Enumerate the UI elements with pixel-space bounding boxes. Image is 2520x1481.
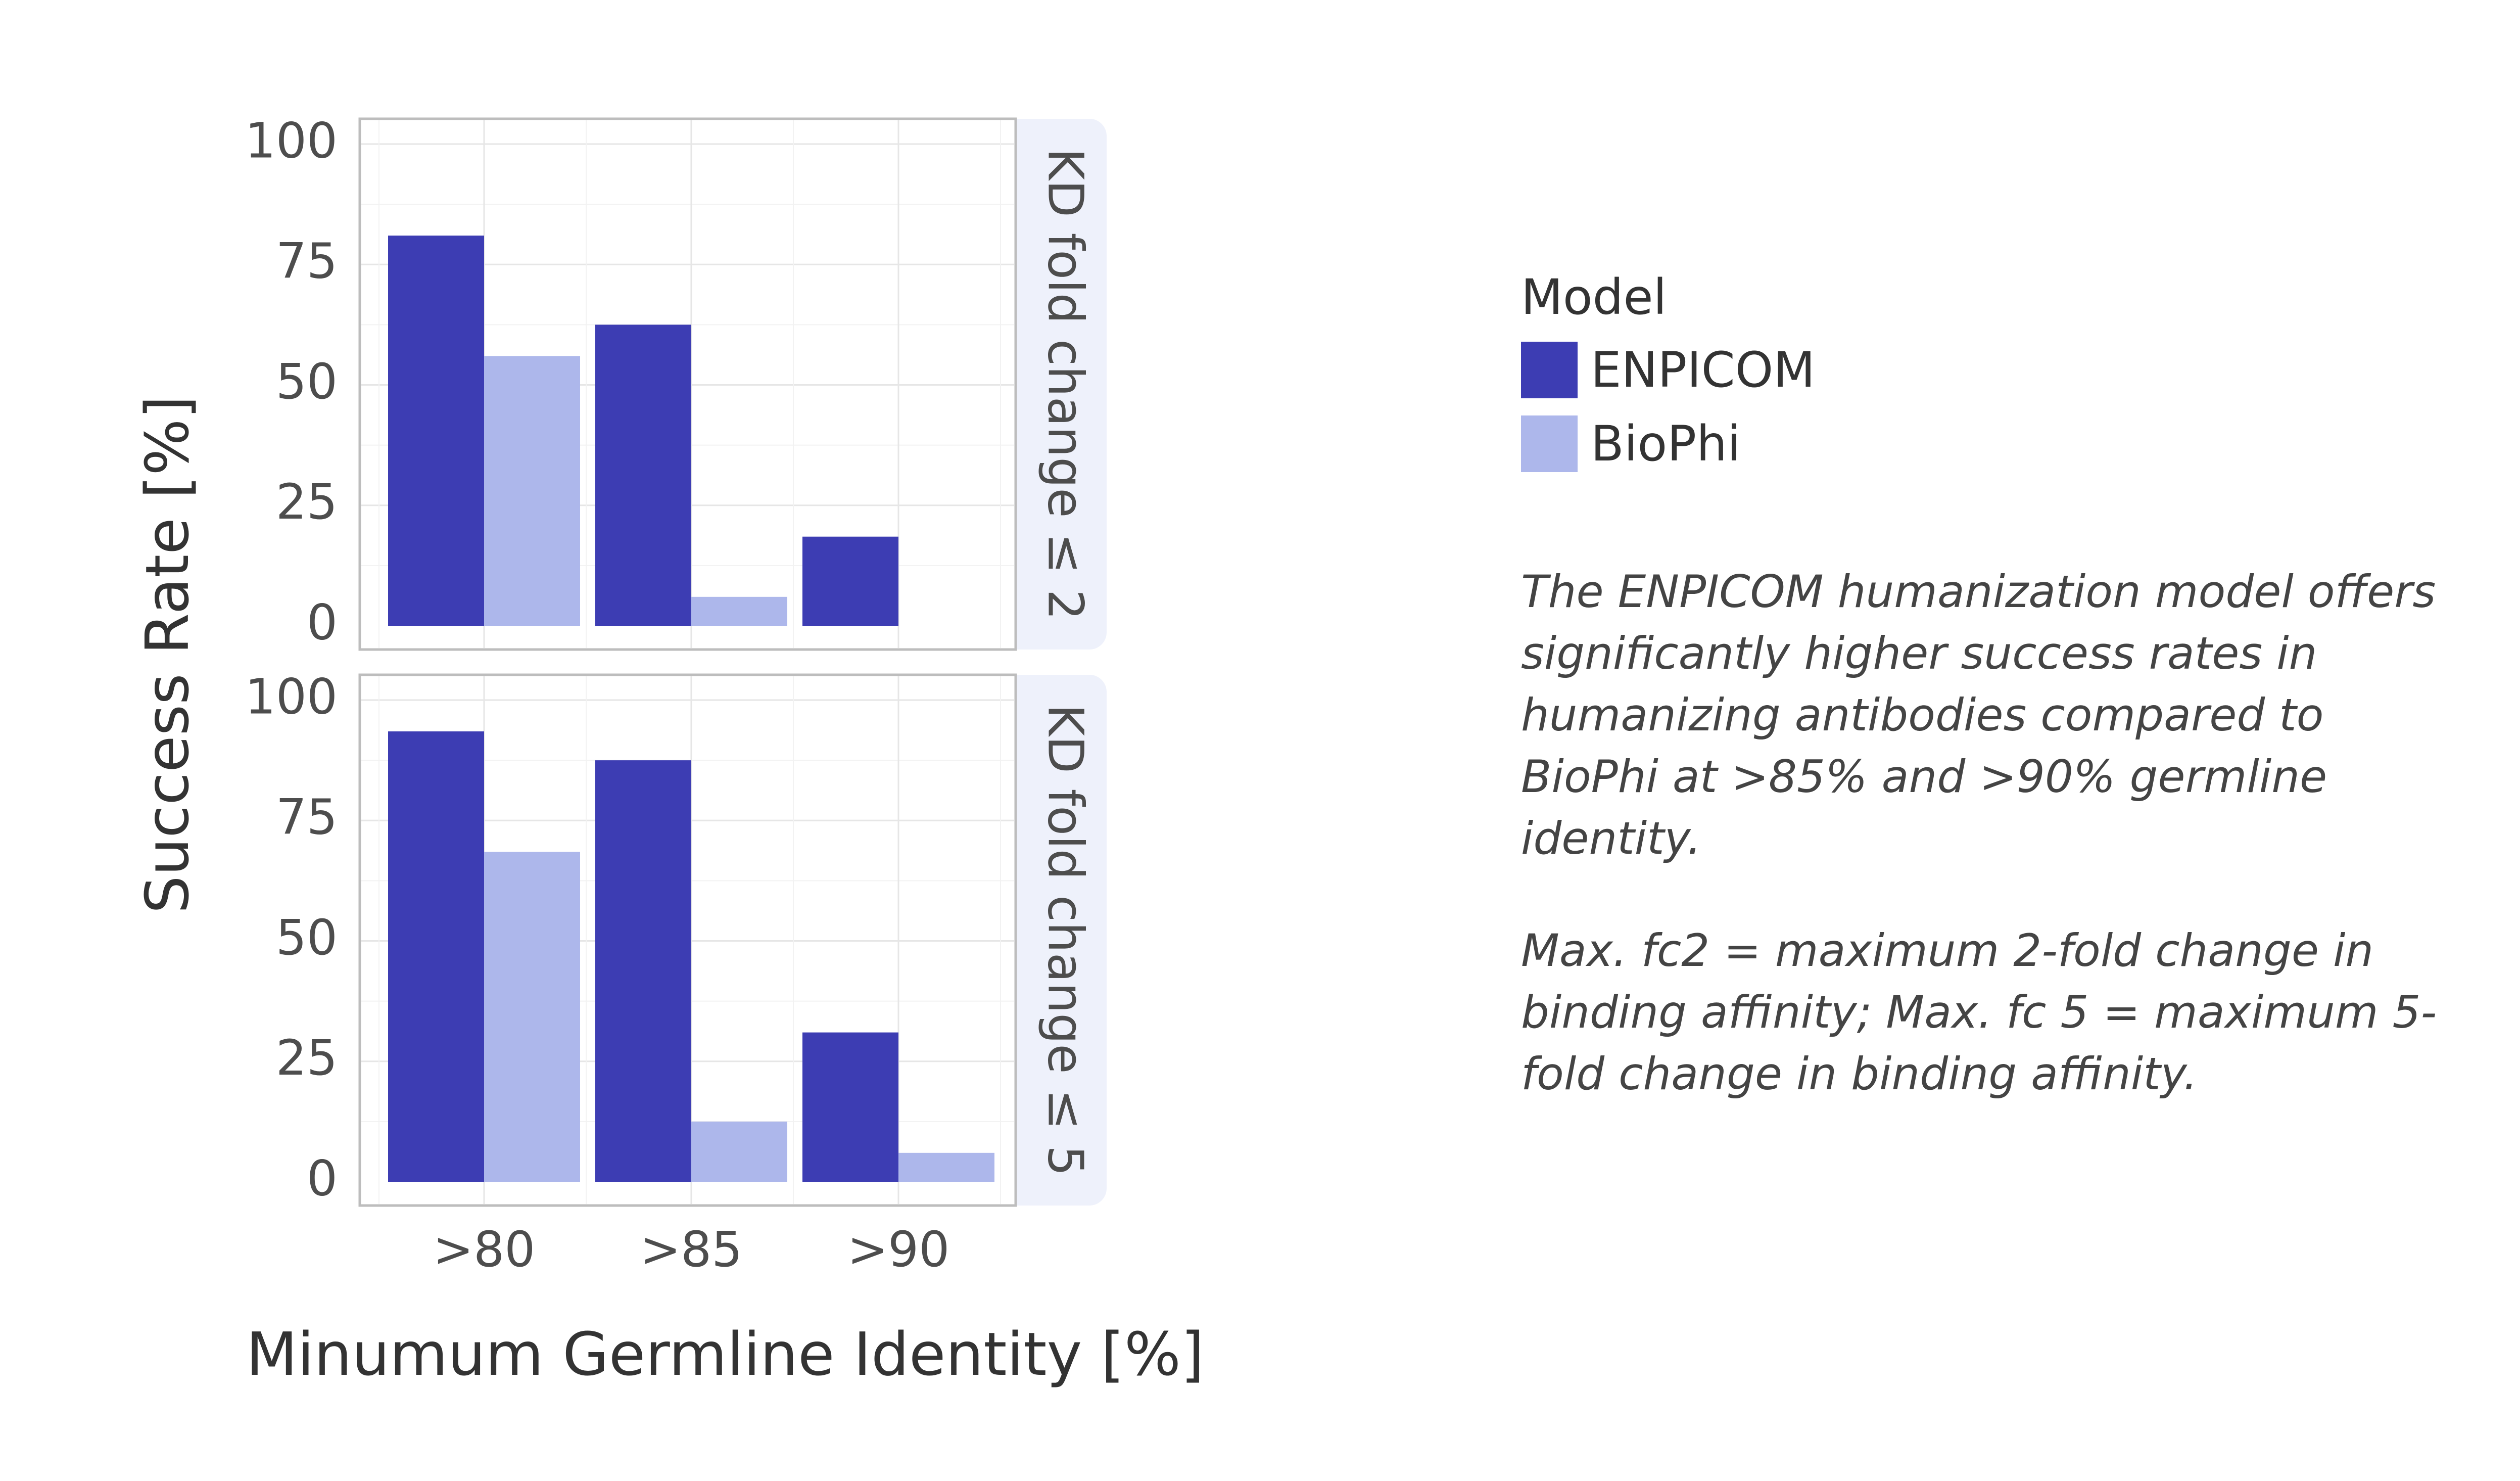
- facet-panel-2: 0 25 50 75 100 KD fold change ≤ 5: [245, 668, 1107, 1207]
- y-tick-label: 50: [276, 909, 338, 966]
- legend-title: Model: [1521, 269, 1667, 326]
- facet-label: KD fold change ≤ 2: [1037, 148, 1094, 620]
- bar-enpicom-1: [388, 731, 484, 1182]
- bar-enpicom-3: [802, 536, 898, 626]
- legend-item-enpicom: ENPICOM: [1521, 342, 1815, 398]
- y-tick-label: 0: [307, 1150, 338, 1207]
- facet-label: KD fold change ≤ 5: [1037, 704, 1094, 1176]
- bar-enpicom-2: [595, 760, 691, 1182]
- legend-item-biophi: BioPhi: [1521, 415, 1815, 472]
- y-tick-label: 75: [276, 789, 338, 846]
- bar-enpicom-2: [595, 325, 691, 626]
- x-tick-label: >80: [433, 1221, 536, 1278]
- bar-biophi-3: [898, 1152, 994, 1182]
- bar-biophi-1: [484, 356, 580, 626]
- legend-label-enpicom: ENPICOM: [1591, 342, 1816, 398]
- legend: Model ENPICOM BioPhi: [1521, 273, 1815, 489]
- y-tick-label: 0: [307, 594, 338, 651]
- legend-label-biophi: BioPhi: [1591, 415, 1741, 472]
- y-tick-label: 25: [276, 474, 338, 530]
- bar-enpicom-1: [388, 236, 484, 626]
- y-tick-label: 100: [245, 112, 338, 169]
- chart-panels: 0 25 50 75 100 KD fold change ≤ 2 0 25 50 75 100 KD…: [245, 112, 1107, 1278]
- bar-enpicom-3: [802, 1032, 898, 1182]
- x-tick-label: >90: [847, 1221, 950, 1278]
- y-tick-label: 50: [276, 353, 338, 410]
- y-tick-label: 100: [245, 668, 338, 725]
- y-tick-label: 25: [276, 1030, 338, 1086]
- x-axis-title: Minumum Germline Identity [%]: [246, 1319, 1204, 1389]
- x-tick-label: >85: [640, 1221, 743, 1278]
- facet-panel-1: 0 25 50 75 100 KD fold change ≤ 2: [245, 112, 1107, 651]
- abbreviation-note: Max. fc2 = maximum 2-fold change in bind…: [1521, 924, 2437, 1100]
- description-note: The ENPICOM humanization model offers si…: [1521, 566, 2436, 864]
- bar-biophi-2: [691, 1121, 787, 1182]
- y-axis-title: Success Rate [%]: [132, 396, 202, 914]
- legend-swatch-biophi: [1521, 415, 1578, 472]
- bar-biophi-2: [691, 596, 787, 626]
- bar-biophi-1: [484, 852, 580, 1182]
- legend-swatch-enpicom: [1521, 342, 1578, 398]
- y-tick-label: 75: [276, 233, 338, 290]
